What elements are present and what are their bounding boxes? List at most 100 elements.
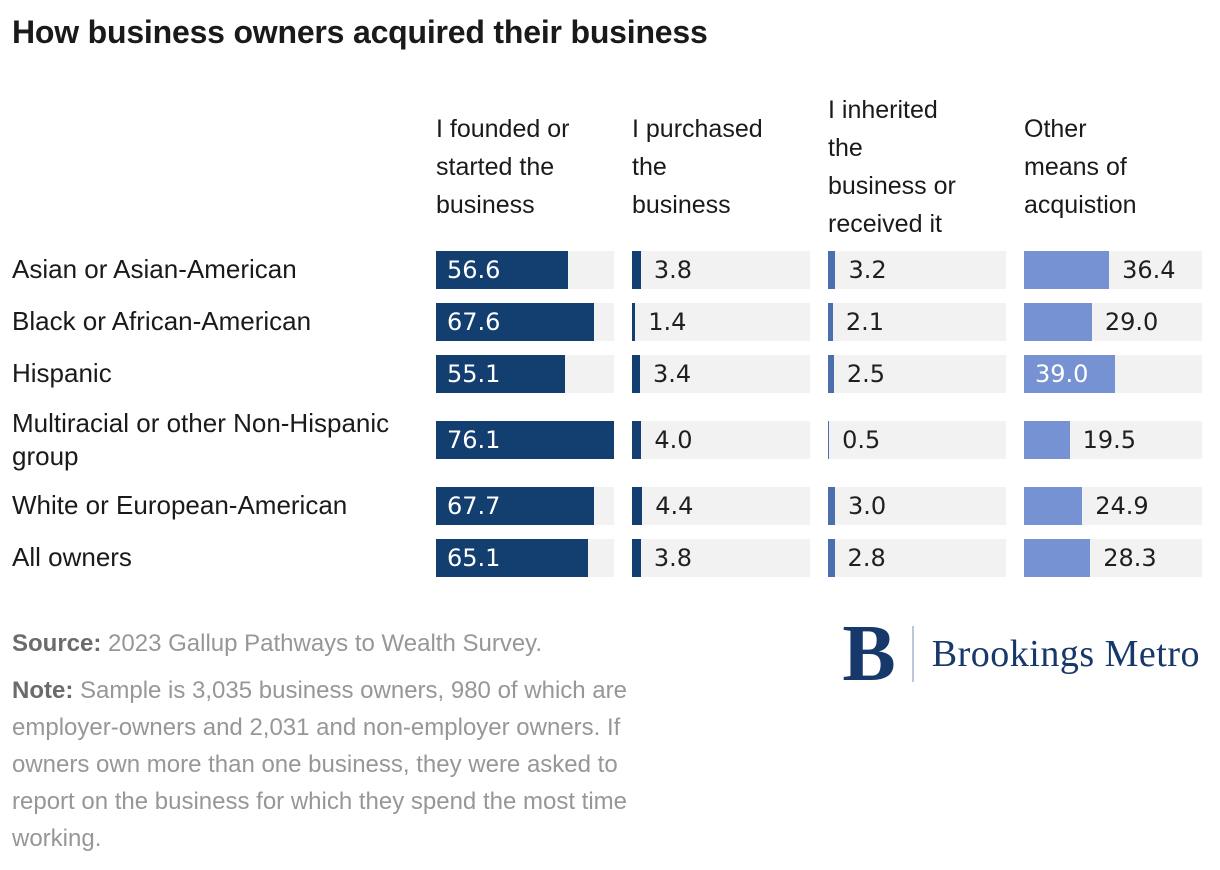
row-label: Multiracial or other Non-Hispanic group xyxy=(12,407,390,471)
bar xyxy=(436,302,595,341)
bar-track: 3.8 xyxy=(632,250,810,289)
bar xyxy=(828,302,833,341)
bar-value-label: 56.6 xyxy=(447,255,501,284)
bar-track: 39.0 xyxy=(1024,354,1202,393)
source-note-block: Source: 2023 Gallup Pathways to Wealth S… xyxy=(12,625,712,857)
bar xyxy=(436,250,569,289)
chart-row: Black or African-American 67.6 1.4 2.1 29.0 xyxy=(12,302,1202,341)
bar-value-label: 19.5 xyxy=(1082,425,1137,454)
bar-track: 36.4 xyxy=(1024,250,1202,289)
column-header-purchased: I purchased the business xyxy=(632,114,763,219)
bar xyxy=(1024,302,1092,341)
bar xyxy=(828,250,836,289)
chart: I founded or started the business I purc… xyxy=(12,91,1202,577)
note-line: Note: Sample is 3,035 business owners, 9… xyxy=(12,672,712,857)
bar-value-label: 67.7 xyxy=(447,491,501,520)
logo-divider xyxy=(911,625,914,682)
bar xyxy=(1024,486,1083,525)
bar-value-label: 2.1 xyxy=(845,307,885,336)
column-header-inherited: I inherited the business or received it xyxy=(828,95,956,238)
bar xyxy=(436,420,614,459)
bar-value-label: 2.8 xyxy=(847,543,886,572)
bar xyxy=(632,538,641,577)
brookings-wordmark: Brookings Metro xyxy=(931,632,1200,675)
chart-rows: Asian or Asian-American 56.6 3.8 3.2 36.4 Bla… xyxy=(12,250,1202,577)
bar xyxy=(632,302,636,341)
bar-track: 4.4 xyxy=(632,486,810,525)
bar-value-label: 76.1 xyxy=(447,425,501,454)
bar-track: 1.4 xyxy=(632,302,810,341)
bar xyxy=(436,486,595,525)
bar xyxy=(436,354,565,393)
bar-track: 28.3 xyxy=(1024,538,1202,577)
footer: Source: 2023 Gallup Pathways to Wealth S… xyxy=(12,614,1202,857)
row-label: White or European-American xyxy=(12,490,348,521)
brookings-logo: B Brookings Metro xyxy=(842,609,1202,698)
bar xyxy=(828,538,835,577)
bar xyxy=(436,538,589,577)
page: How business owners acquired their busin… xyxy=(12,14,1202,857)
bar-track: 65.1 xyxy=(436,538,614,577)
bar-track: 3.2 xyxy=(828,250,1006,289)
chart-row: Multiracial or other Non-Hispanic group 7… xyxy=(12,407,1202,473)
row-label: Hispanic xyxy=(12,358,112,389)
bar-value-label: 3.4 xyxy=(652,359,692,388)
bar-value-label: 1.4 xyxy=(648,307,687,336)
note-label: Note: xyxy=(12,676,74,704)
bar-track: 2.8 xyxy=(828,538,1006,577)
bar-track: 76.1 xyxy=(436,420,614,459)
bar-value-label: 67.6 xyxy=(447,307,501,336)
source-label: Source: xyxy=(12,629,102,657)
bar-value-label: 39.0 xyxy=(1035,359,1089,388)
bar xyxy=(1024,420,1070,459)
bar-track: 2.5 xyxy=(828,354,1006,393)
bar-value-label: 29.0 xyxy=(1104,307,1159,336)
bar-value-label: 3.8 xyxy=(653,543,693,572)
bar-value-label: 4.0 xyxy=(654,425,693,454)
bar-value-label: 0.5 xyxy=(842,425,881,454)
bar-track: 3.0 xyxy=(828,486,1006,525)
column-header-founded: I founded or started the business xyxy=(436,114,570,219)
chart-row: Hispanic 55.1 3.4 2.5 39.0 xyxy=(12,354,1202,393)
bar xyxy=(1024,250,1110,289)
chart-row: All owners 65.1 3.8 2.8 28.3 xyxy=(12,538,1202,577)
chart-row: Asian or Asian-American 56.6 3.8 3.2 36.4 xyxy=(12,250,1202,289)
bar-track: 0.5 xyxy=(828,420,1006,459)
bar-value-label: 3.0 xyxy=(848,491,887,520)
bar xyxy=(632,486,643,525)
chart-title: How business owners acquired their busin… xyxy=(12,14,708,50)
bar-value-label: 36.4 xyxy=(1122,255,1176,284)
bar-track: 67.6 xyxy=(436,302,614,341)
bar-track: 19.5 xyxy=(1024,420,1202,459)
bar-track: 4.0 xyxy=(632,420,810,459)
bar-value-label: 65.1 xyxy=(447,543,501,572)
row-label: All owners xyxy=(12,542,132,573)
bar-value-label: 2.5 xyxy=(846,359,886,388)
bar-track: 3.4 xyxy=(632,354,810,393)
bar-value-label: 4.4 xyxy=(655,491,694,520)
note-text: Sample is 3,035 business owners, 980 of … xyxy=(12,676,627,852)
bar-track: 3.8 xyxy=(632,538,810,577)
bar-value-label: 55.1 xyxy=(447,359,501,388)
bar-track: 2.1 xyxy=(828,302,1006,341)
bar xyxy=(632,354,640,393)
bar-track: 29.0 xyxy=(1024,302,1202,341)
column-header-row: I founded or started the business I purc… xyxy=(12,91,1202,243)
source-line: Source: 2023 Gallup Pathways to Wealth S… xyxy=(12,625,712,662)
bar-track: 55.1 xyxy=(436,354,614,393)
column-header-other: Other means of acquistion xyxy=(1024,114,1137,219)
source-text: 2023 Gallup Pathways to Wealth Survey. xyxy=(108,629,543,657)
bar-track: 67.7 xyxy=(436,486,614,525)
bar xyxy=(632,250,641,289)
bar xyxy=(632,420,642,459)
brookings-monogram: B xyxy=(842,609,896,698)
bar-value-label: 3.8 xyxy=(653,255,693,284)
bar xyxy=(828,354,834,393)
bar xyxy=(828,420,830,459)
bar-value-label: 24.9 xyxy=(1095,491,1149,520)
bar-track: 56.6 xyxy=(436,250,614,289)
bar xyxy=(1024,538,1091,577)
chart-row: White or European-American 67.7 4.4 3.0 24.9 xyxy=(12,486,1202,525)
row-label: Asian or Asian-American xyxy=(12,254,297,285)
bar-value-label: 28.3 xyxy=(1103,543,1157,572)
